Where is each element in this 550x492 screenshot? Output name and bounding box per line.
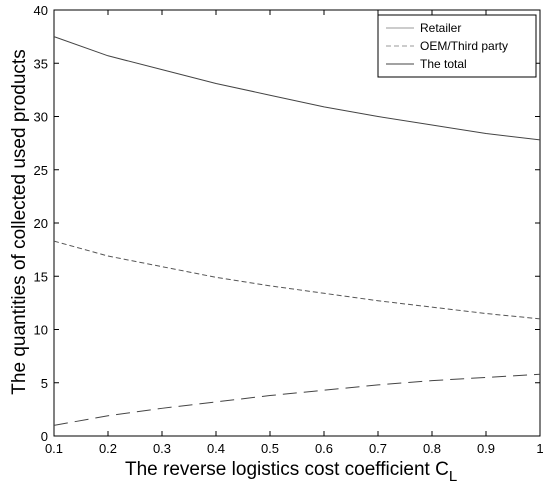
x-tick-label: 0.9 (477, 441, 495, 456)
x-axis-title-subscript: L (449, 468, 457, 485)
x-tick-label: 0.4 (207, 441, 225, 456)
axis-ticks: 0.1 0.2 0.3 0.4 0.5 0.6 0.7 0.8 0.9 1051015202530… (34, 3, 544, 456)
y-tick-label: 25 (34, 163, 48, 178)
series-line-the-total (53, 36, 541, 141)
legend-label: OEM/Third party (420, 39, 508, 53)
y-tick-label: 20 (34, 216, 48, 231)
x-tick-label: 0.8 (423, 441, 441, 456)
y-tick-label: 40 (34, 3, 48, 18)
y-tick-label: 0 (41, 429, 48, 444)
x-tick-label: 0.5 (261, 441, 279, 456)
y-tick-label: 5 (41, 376, 48, 391)
y-tick-label: 30 (34, 110, 48, 125)
y-tick-label: 10 (34, 323, 48, 338)
x-tick-label: 0.3 (153, 441, 171, 456)
legend-label: The total (420, 57, 467, 71)
series-lines (53, 36, 541, 426)
legend: Retailer OEM/Third party The total (377, 14, 537, 78)
x-tick-label: 0.2 (99, 441, 117, 456)
x-tick-label: 0.1 (45, 441, 63, 456)
x-axis-title: The reverse logistics cost coefficient C… (125, 459, 457, 485)
x-axis-title-main: The reverse logistics cost coefficient C (125, 459, 449, 480)
x-tick-label: 1 (536, 441, 543, 456)
y-tick-label: 35 (34, 56, 48, 71)
series-line-retailer (53, 373, 541, 426)
x-tick-label: 0.7 (369, 441, 387, 456)
y-axis-title: The quantities of collected used product… (9, 49, 30, 394)
legend-label: Retailer (420, 21, 461, 35)
series-line-oem-third-party (53, 240, 541, 320)
y-tick-label: 15 (34, 269, 48, 284)
x-tick-label: 0.6 (315, 441, 333, 456)
